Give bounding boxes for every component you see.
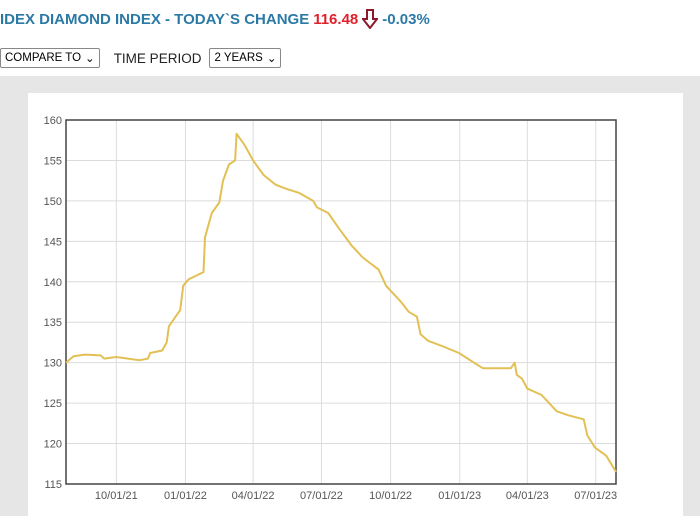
plot-area: [66, 120, 616, 484]
x-tick-label: 04/01/23: [506, 490, 549, 502]
compare-label: COMPARE TO: [5, 52, 82, 64]
y-tick-label: 135: [44, 317, 62, 329]
y-tick-label: 140: [44, 277, 62, 289]
time-period-value: 2 YEARS: [214, 52, 263, 64]
index-value: 116.48: [313, 10, 359, 28]
y-tick-label: 115: [44, 479, 62, 491]
chevron-down-icon: ⌄: [266, 53, 277, 65]
y-tick-label: 125: [44, 398, 62, 410]
time-period-label: TIME PERIOD: [113, 50, 202, 66]
x-tick-label: 01/01/23: [438, 490, 481, 502]
x-tick-label: 10/01/22: [369, 490, 412, 502]
y-tick-label: 120: [44, 439, 62, 451]
title-text: IDEX DIAMOND INDEX - TODAY`S CHANGE: [0, 10, 310, 28]
x-tick-label: 10/01/21: [95, 490, 138, 502]
y-tick-label: 150: [44, 196, 62, 208]
plot-border: [65, 119, 617, 485]
chevron-down-icon: ⌄: [85, 53, 95, 65]
y-tick-label: 160: [44, 115, 62, 127]
y-tick-label: 130: [44, 358, 62, 370]
change-percent: -0.03%: [382, 10, 430, 28]
page-title: IDEX DIAMOND INDEX - TODAY`S CHANGE 116.…: [0, 9, 430, 30]
controls: COMPARE TO ⌄ TIME PERIOD 2 YEARS ⌄: [0, 48, 282, 68]
x-tick-label: 07/01/22: [300, 490, 343, 502]
x-tick-label: 04/01/22: [232, 490, 275, 502]
x-tick-label: 01/01/22: [164, 490, 207, 502]
down-arrow-icon: [361, 9, 380, 30]
index-line: [65, 132, 617, 473]
compare-to-dropdown[interactable]: COMPARE TO ⌄: [0, 48, 100, 68]
y-tick-label: 145: [44, 236, 62, 248]
time-period-dropdown[interactable]: 2 YEARS ⌄: [209, 48, 282, 68]
y-tick-label: 155: [44, 155, 62, 167]
x-tick-label: 07/01/23: [574, 490, 617, 502]
